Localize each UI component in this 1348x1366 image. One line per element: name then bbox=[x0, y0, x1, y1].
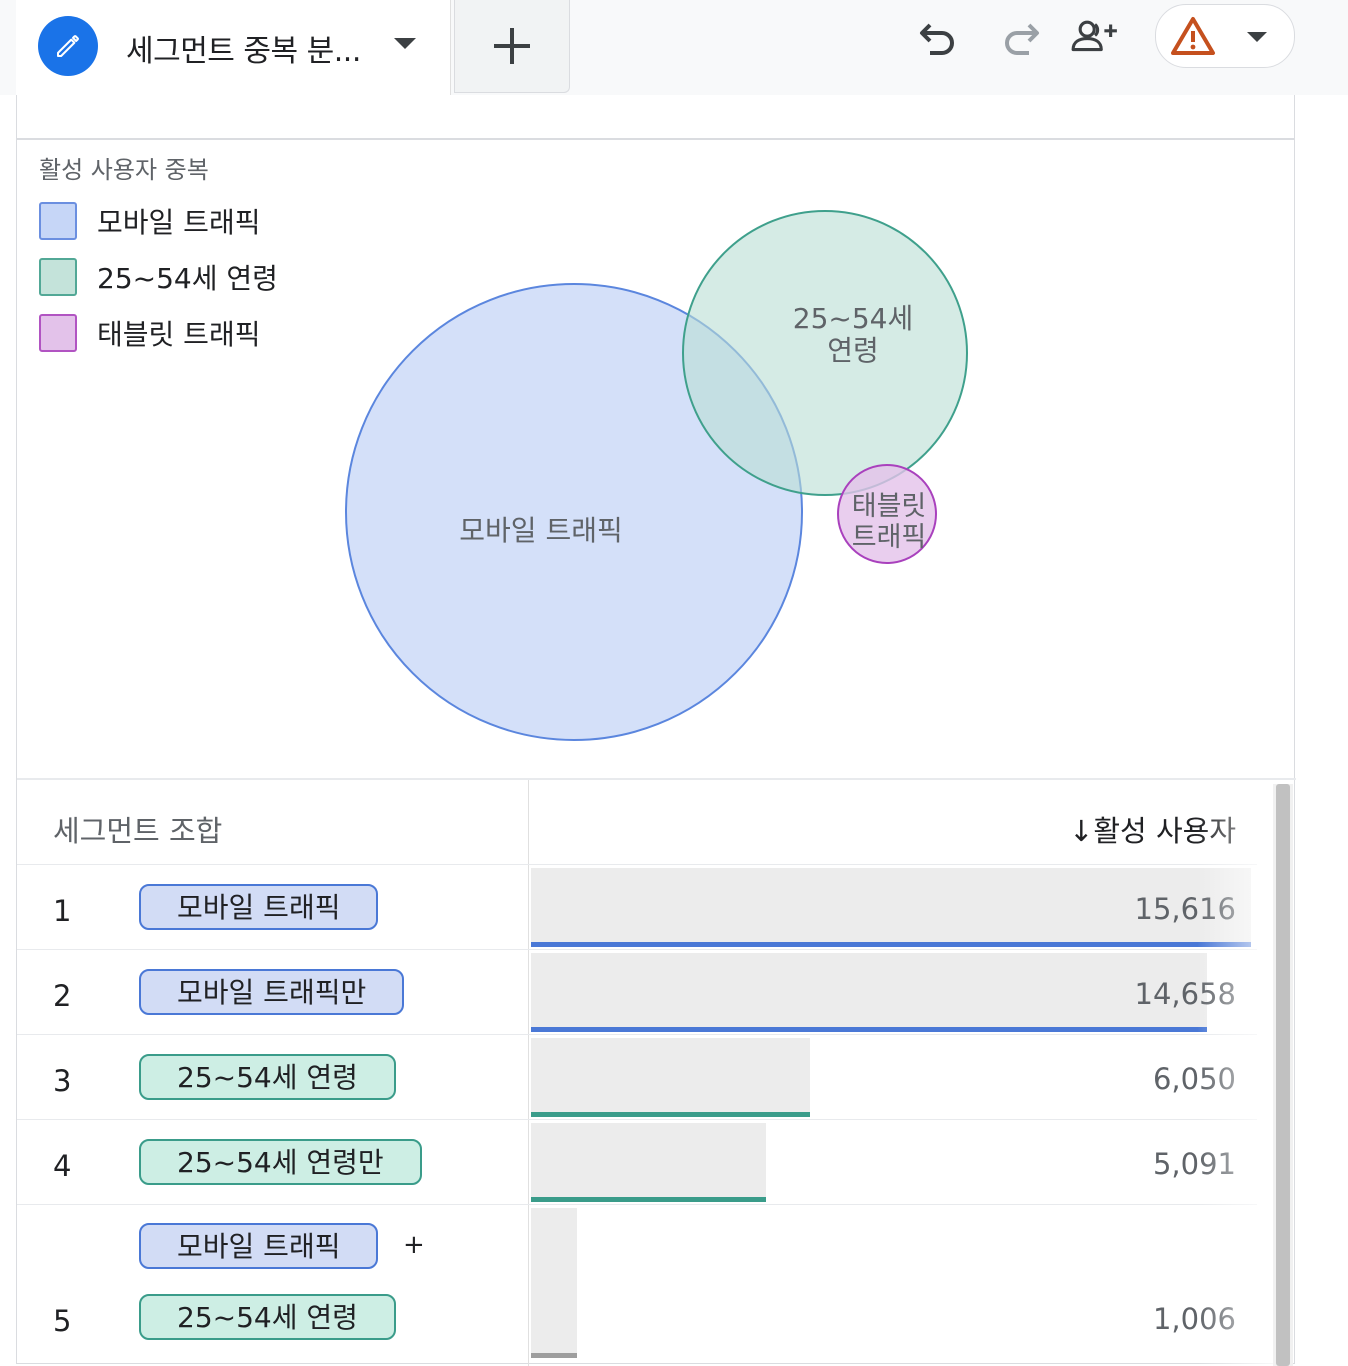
venn-label-tablet-2: 트래픽 bbox=[852, 522, 927, 553]
legend-swatch bbox=[39, 202, 77, 240]
overflow-fade bbox=[1197, 780, 1277, 1366]
row-bar bbox=[531, 1123, 766, 1199]
venn-label-age-1: 25~54세 bbox=[793, 302, 913, 335]
venn-label-mobile: 모바일 트래픽 bbox=[459, 514, 622, 547]
venn-circle-tablet[interactable] bbox=[837, 464, 937, 564]
scrollbar-thumb[interactable] bbox=[1276, 784, 1290, 1366]
legend-item[interactable]: 25~54세 연령 bbox=[39, 249, 278, 305]
legend-swatch bbox=[39, 314, 77, 352]
add-person-icon bbox=[1071, 20, 1117, 52]
viz-title: 활성 사용자 중복 bbox=[39, 156, 209, 184]
row-bar bbox=[531, 1038, 810, 1114]
venn-label-tablet-1: 태블릿 bbox=[852, 491, 927, 522]
legend: 모바일 트래픽 25~54세 연령 태블릿 트래픽 bbox=[39, 193, 278, 361]
legend-label: 모바일 트래픽 bbox=[97, 206, 261, 239]
row-rank: 4 bbox=[53, 1149, 72, 1183]
segment-chip[interactable]: 모바일 트래픽 bbox=[139, 884, 379, 930]
card-header-strip bbox=[17, 95, 1294, 140]
share-button[interactable] bbox=[1070, 12, 1120, 62]
legend-label: 25~54세 연령 bbox=[97, 262, 278, 295]
combine-plus: + bbox=[403, 1230, 425, 1260]
redo-button[interactable] bbox=[996, 12, 1046, 62]
overlap-card: 활성 사용자 중복 모바일 트래픽 25~54세 연령 태블릿 트래픽 모바일 … bbox=[16, 95, 1296, 1366]
row-rank: 2 bbox=[53, 979, 72, 1013]
row-bar-line bbox=[531, 1027, 1207, 1032]
venn-diagram: 모바일 트래픽 25~54세 연령 태블릿 트래픽 bbox=[345, 210, 968, 741]
warning-icon bbox=[1171, 17, 1215, 55]
column-divider bbox=[528, 780, 529, 1366]
legend-label: 태블릿 트래픽 bbox=[97, 318, 261, 351]
row-divider bbox=[17, 1119, 1257, 1120]
row-bar bbox=[531, 1208, 577, 1353]
exploration-tab[interactable]: 세그먼트 중복 분... bbox=[16, 0, 451, 95]
row-divider bbox=[17, 1204, 1257, 1205]
chevron-down-icon[interactable] bbox=[392, 36, 418, 52]
tab-title[interactable]: 세그먼트 중복 분... bbox=[126, 34, 361, 69]
row-divider bbox=[17, 864, 1257, 865]
edit-button[interactable] bbox=[38, 16, 98, 76]
top-toolbar: 세그먼트 중복 분... bbox=[0, 0, 1348, 95]
row-bar-line bbox=[531, 1353, 577, 1358]
legend-item[interactable]: 모바일 트래픽 bbox=[39, 193, 278, 249]
warning-dropdown[interactable] bbox=[1155, 4, 1295, 68]
segment-chip[interactable]: 모바일 트래픽 bbox=[139, 1223, 379, 1269]
segment-chip[interactable]: 25~54세 연령만 bbox=[139, 1139, 422, 1185]
legend-swatch bbox=[39, 258, 77, 296]
segment-chip[interactable]: 모바일 트래픽만 bbox=[139, 969, 405, 1015]
row-bar bbox=[531, 868, 1251, 944]
pencil-icon bbox=[57, 35, 79, 57]
redo-icon bbox=[1005, 23, 1039, 55]
row-rank: 3 bbox=[53, 1064, 72, 1098]
row-bar-line bbox=[531, 1112, 810, 1117]
row-divider bbox=[17, 1034, 1257, 1035]
legend-item[interactable]: 태블릿 트래픽 bbox=[39, 305, 278, 361]
row-bar bbox=[531, 953, 1207, 1029]
venn-label-age-2: 연령 bbox=[827, 334, 879, 367]
plus-icon bbox=[494, 28, 530, 64]
caret-down-icon bbox=[1247, 32, 1267, 42]
add-tab-button[interactable] bbox=[454, 0, 570, 93]
venn-circle-age[interactable] bbox=[682, 210, 968, 496]
row-bar-line bbox=[531, 1197, 766, 1202]
segment-table: 세그먼트 조합 ↓활성 사용자 1 모바일 트래픽 15,616 2 모바일 트… bbox=[17, 778, 1296, 1366]
venn-circle-mobile[interactable] bbox=[345, 283, 803, 741]
row-rank: 5 bbox=[53, 1304, 72, 1338]
segment-chip[interactable]: 25~54세 연령 bbox=[139, 1054, 396, 1100]
column-header-segment[interactable]: 세그먼트 조합 bbox=[53, 814, 223, 848]
row-bar-line bbox=[531, 942, 1251, 947]
segment-chip[interactable]: 25~54세 연령 bbox=[139, 1294, 396, 1340]
row-divider bbox=[17, 949, 1257, 950]
undo-icon bbox=[920, 23, 954, 55]
undo-button[interactable] bbox=[913, 12, 963, 62]
row-rank: 1 bbox=[53, 894, 72, 928]
